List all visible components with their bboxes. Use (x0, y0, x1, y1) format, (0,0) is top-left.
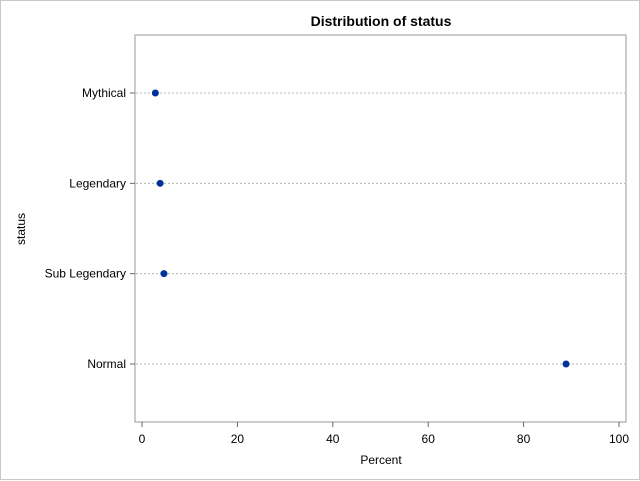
x-tick-label: 20 (231, 432, 245, 446)
data-point-mythical (151, 89, 159, 97)
plot-area-border (134, 34, 627, 423)
y-axis-ticks: Mythical Legendary Sub Legendary Normal (45, 86, 135, 371)
data-point-sub-legendary (160, 270, 168, 278)
data-points (151, 89, 570, 368)
y-tick-label: Mythical (82, 86, 126, 100)
x-tick-label: 100 (609, 432, 629, 446)
y-tick-label: Legendary (69, 176, 126, 190)
y-tick-label: Normal (87, 357, 126, 371)
gridlines (136, 92, 625, 365)
y-tick-label: Sub Legendary (45, 267, 126, 281)
y-axis-label: status (14, 213, 28, 245)
x-axis-ticks: 0 20 40 60 80 100 (139, 422, 629, 446)
data-point-normal (562, 360, 570, 368)
data-point-legendary (156, 179, 164, 187)
x-tick-label: 80 (517, 432, 531, 446)
x-tick-label: 0 (139, 432, 146, 446)
x-tick-label: 40 (326, 432, 340, 446)
x-axis-label: Percent (360, 453, 402, 467)
x-tick-label: 60 (422, 432, 436, 446)
chart-title: Distribution of status (311, 13, 452, 29)
